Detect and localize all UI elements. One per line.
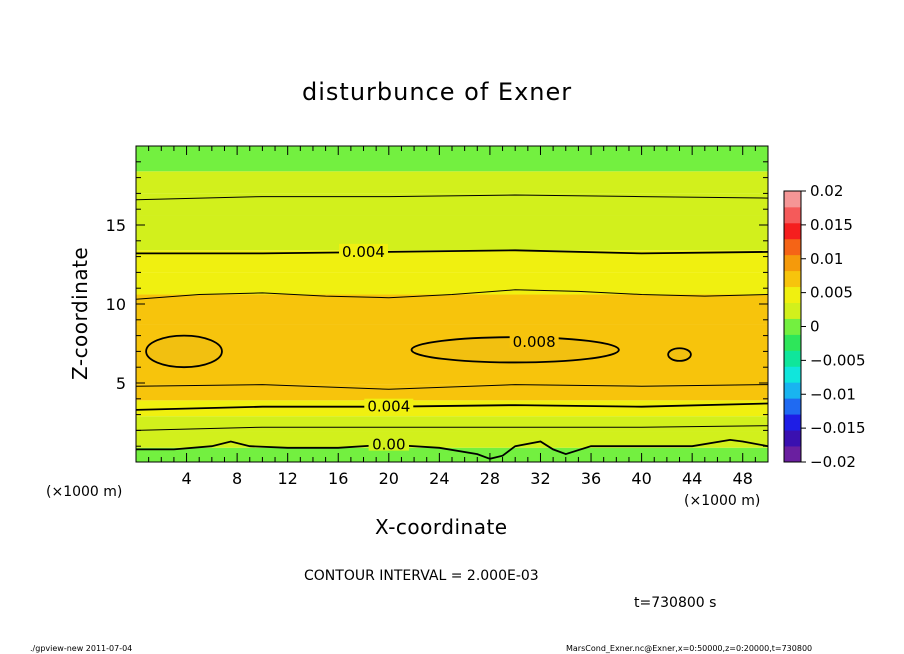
- colorbar-swatch: [784, 254, 801, 272]
- contour-0.008-label-bg: [509, 333, 559, 348]
- contour-0.004-lower: [135, 402, 769, 411]
- y-tick-label: 5: [116, 374, 126, 393]
- colorbar-swatch: [784, 302, 801, 319]
- chart-title: disturbunce of Exner: [302, 78, 573, 106]
- x-tick-label: 16: [328, 469, 348, 488]
- contour-0.000-label: 0.00: [372, 436, 405, 454]
- colorbar-swatch: [784, 382, 801, 399]
- contour-0.008-label: 0.008: [513, 333, 556, 351]
- x-tick-label: 36: [581, 469, 601, 488]
- colorbar-swatch: [784, 206, 801, 224]
- band-6: [136, 294, 768, 325]
- band-9: [136, 215, 768, 251]
- colorbar-swatch: [784, 414, 801, 431]
- colorbar-swatch: [784, 366, 801, 383]
- contour-0.004-upper-label-bg: [339, 243, 389, 258]
- colorbar-swatch: [784, 191, 801, 208]
- contour-0.002-upper: [135, 194, 769, 201]
- band-2: [136, 416, 768, 432]
- contour-0.000-label-bg: [368, 436, 409, 451]
- y-axis-unit: (×1000 m): [46, 484, 123, 500]
- colorbar-tick-label: −0.005: [810, 351, 866, 369]
- y-tick-label: 15: [106, 216, 126, 235]
- colorbar-swatch: [784, 350, 801, 367]
- plot-contour-labels: 0.00 0.004 0.004 0.008: [339, 243, 559, 454]
- x-tick-label: 4: [181, 469, 191, 488]
- contour-0.000: [136, 438, 769, 460]
- time-label: t=730800 s: [634, 595, 717, 611]
- contour-0.008-small-fill: [668, 348, 691, 361]
- contour-0.008-center-fill: [411, 337, 619, 363]
- band-1: [136, 431, 768, 448]
- colorbar-tick-label: −0.02: [810, 453, 856, 471]
- y-tick-label: 10: [106, 295, 126, 314]
- colorbar-tick-label: 0.02: [810, 182, 843, 200]
- band-7: [136, 272, 768, 295]
- x-tick-label: 48: [733, 469, 753, 488]
- x-tick-label: 8: [232, 469, 242, 488]
- colorbar-swatch: [784, 318, 801, 335]
- x-tick-label: 28: [480, 469, 500, 488]
- contour-interval-text: CONTOUR INTERVAL = 2.000E-03: [304, 568, 539, 584]
- colorbar-tick-label: −0.015: [810, 419, 866, 437]
- x-axis-unit: (×1000 m): [684, 493, 761, 509]
- contour-0.002: [135, 425, 769, 431]
- colorbar-tick-label: 0: [810, 318, 820, 336]
- band-10: [136, 193, 768, 216]
- contour-0.008-small: [667, 347, 692, 362]
- band-0: [136, 447, 768, 462]
- band-8: [136, 250, 768, 273]
- contour-0.004-lower-label: 0.004: [367, 398, 410, 416]
- colorbar-tick-label: 0.005: [810, 284, 853, 302]
- colorbar-swatch: [784, 398, 801, 415]
- footer-left: ./gpview-new 2011-07-04: [30, 644, 133, 653]
- colorbar-swatch: [784, 430, 801, 447]
- colorbar-swatch: [784, 270, 801, 288]
- contour-0.006-upper: [135, 289, 769, 300]
- contour-0.008-left-fill: [146, 335, 222, 368]
- plot-contours: [135, 194, 769, 460]
- contour-0.004-lower-label-bg: [364, 398, 414, 413]
- colorbar-tick-label: 0.01: [810, 250, 843, 268]
- x-tick-label: 40: [631, 469, 651, 488]
- x-tick-label: 12: [278, 469, 298, 488]
- contour-0.004-upper: [136, 249, 769, 255]
- colorbar-swatch: [784, 222, 801, 240]
- footer-right: MarsCond_Exner.nc@Exner,x=0:50000,z=0:20…: [566, 644, 813, 653]
- contour-0.008-left: [145, 334, 223, 369]
- colorbar-swatch: [784, 238, 801, 256]
- x-tick-label: 32: [530, 469, 550, 488]
- band-4: [136, 384, 768, 401]
- colorbar-tick-label: −0.01: [810, 385, 856, 403]
- band-11: [136, 171, 768, 194]
- y-axis-label: Z-coordinate: [68, 246, 92, 380]
- colorbar-swatch: [784, 334, 801, 351]
- plot-bands: [136, 146, 768, 462]
- x-tick-label: 20: [379, 469, 399, 488]
- contour-0.006-lower: [135, 384, 769, 390]
- colorbar-swatch: [784, 446, 801, 463]
- colorbar-swatch: [784, 286, 801, 303]
- contour-0.004-upper-label: 0.004: [342, 243, 385, 261]
- x-axis-label: X-coordinate: [375, 515, 508, 539]
- band-3: [136, 400, 768, 417]
- x-tick-label: 44: [682, 469, 702, 488]
- colorbar: 0.02 0.015 0.01 0.005 0 −0.005 −0.01 −0.015 −0.0…: [783, 182, 866, 471]
- colorbar-tick-label: 0.015: [810, 216, 853, 234]
- x-tick-label: 24: [429, 469, 449, 488]
